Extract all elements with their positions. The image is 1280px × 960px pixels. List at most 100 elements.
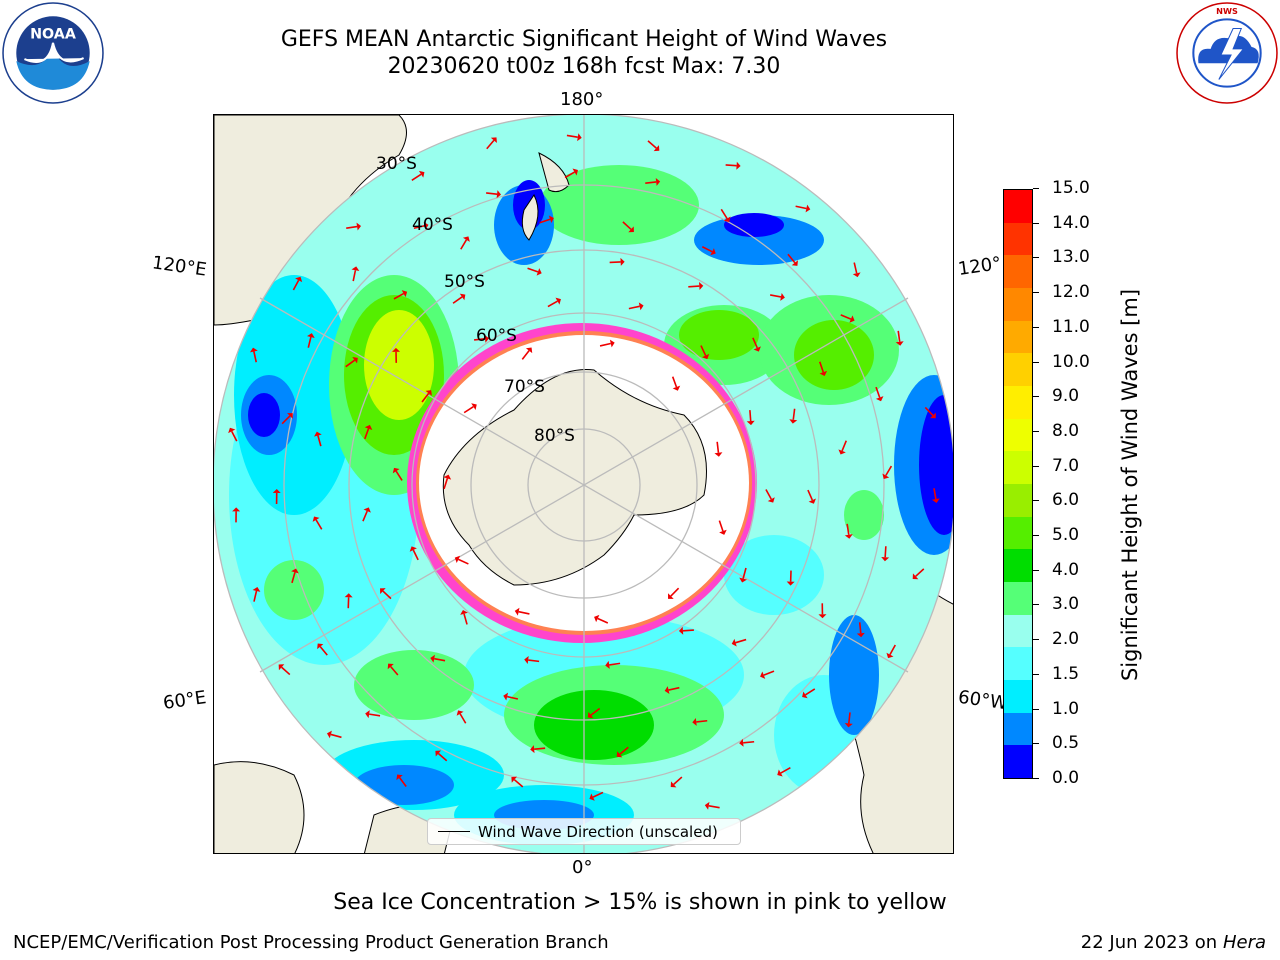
wave-arrow: [915, 568, 925, 577]
wave-arrow-head: [931, 498, 940, 504]
wave-arrow: [590, 707, 601, 716]
wave-arrow-head: [392, 467, 400, 474]
wave-arrow: [369, 713, 381, 717]
colorbar-segment: [1004, 451, 1032, 484]
wave-arrow-head: [460, 609, 468, 615]
wave-arrow: [609, 662, 621, 666]
wave-arrow-head: [594, 614, 600, 623]
wave-arrow-head: [881, 556, 890, 562]
wave-arrow: [364, 428, 370, 440]
wave-arrow-head: [701, 353, 710, 360]
wave-arrow-head: [856, 632, 865, 638]
wave-arrow: [319, 646, 328, 656]
wave-arrow-head: [351, 266, 360, 272]
wave-arrow-head: [692, 717, 697, 726]
wave-arrow-head: [312, 516, 320, 522]
wave-arrow-head: [503, 692, 509, 701]
wave-arrow: [528, 659, 540, 663]
wave-arrow-head: [363, 507, 371, 513]
wave-arrow-head: [786, 581, 795, 586]
wave-arrow: [848, 712, 851, 724]
wave-arrow-head: [459, 293, 466, 301]
wave-arrow-head: [886, 652, 894, 659]
wave-arrow: [231, 430, 238, 442]
wave-arrow: [769, 294, 782, 298]
wave-arrow-head: [295, 276, 303, 283]
wave-arrow-head: [620, 257, 625, 266]
wave-arrow: [443, 478, 449, 490]
wave-arrow: [411, 173, 422, 181]
wave-arrow: [253, 590, 258, 602]
colorbar-segment: [1004, 614, 1032, 648]
colorbar: [1003, 189, 1033, 779]
colorbar-segment: [1004, 712, 1032, 746]
wave-arrow-head: [912, 573, 919, 580]
wave-field: [229, 165, 953, 845]
wave-arrow: [413, 224, 425, 230]
wave-arrow: [884, 546, 887, 558]
wave-arrow: [398, 777, 407, 787]
colorbar-label: Significant Height of Wind Waves [m]: [1118, 288, 1142, 682]
wave-arrow: [765, 489, 772, 500]
wave-arrow-head: [616, 751, 623, 758]
wave-arrow: [700, 345, 707, 356]
wave-arrow-head: [454, 555, 461, 563]
lon-label-0: 0°: [572, 857, 593, 878]
wave-arrow-head: [746, 420, 755, 426]
wave-arrow-head: [791, 260, 798, 266]
wave-arrow-head: [844, 722, 853, 728]
wave-arrow: [805, 688, 816, 696]
wave-arrow-head: [723, 216, 731, 223]
wave-arrow-head: [704, 801, 710, 810]
wave-arrow: [564, 171, 575, 179]
colorbar-tick-label: 1.0: [1032, 699, 1079, 719]
wave-arrow: [521, 350, 530, 360]
wave-arrow-head: [655, 177, 661, 186]
wave-arrow: [253, 351, 258, 363]
wave-arrow: [645, 181, 657, 184]
wave-arrow: [460, 239, 468, 250]
wave-arrow: [897, 330, 901, 342]
wave-arrow-head: [291, 568, 299, 574]
wave-arrow-head: [767, 497, 775, 503]
wave-arrow-head: [678, 626, 684, 635]
wave-arrow: [671, 376, 678, 388]
wave-arrow-head: [672, 385, 681, 391]
wave-arrow-head: [365, 710, 370, 719]
wave-arrow: [682, 629, 694, 632]
wave-arrow: [292, 279, 300, 291]
colorbar-segment: [1004, 287, 1032, 321]
chart-title: GEFS MEAN Antarctic Significant Height o…: [280, 27, 888, 52]
wave-arrow-head: [524, 656, 529, 665]
wave-arrow-head: [317, 643, 324, 650]
wave-arrow: [622, 221, 632, 230]
wave-arrow: [437, 752, 448, 762]
colorbar-tick-label: 7.0: [1032, 456, 1079, 476]
wave-arrow-head: [435, 750, 442, 757]
wave-arrow: [875, 386, 881, 398]
wave-arrow: [858, 622, 862, 634]
wave-arrow-head: [287, 413, 293, 419]
wave-arrow: [592, 791, 604, 798]
legend-line-swatch: [438, 831, 470, 832]
wave-arrow: [780, 766, 791, 774]
wave-arrow: [846, 523, 850, 535]
wave-arrow-head: [228, 427, 236, 434]
wave-arrow-head: [462, 236, 470, 242]
wave-arrow: [539, 218, 551, 224]
wave-arrow-head: [387, 663, 394, 670]
wave-arrow: [609, 261, 621, 264]
wave-arrow: [390, 666, 399, 676]
colorbar-tick-label: 14.0: [1033, 213, 1090, 233]
colorbar-segment: [1004, 385, 1032, 419]
footer-branch: NCEP/EMC/Verification Post Processing Pr…: [13, 932, 609, 953]
wave-arrow: [673, 776, 683, 785]
wave-arrow-head: [852, 272, 861, 278]
wave-arrow-head: [272, 488, 281, 494]
wave-arrow-head: [638, 302, 644, 311]
wave-arrow: [547, 300, 558, 308]
colorbar-segment: [1004, 516, 1032, 550]
wave-arrow-head: [514, 607, 520, 616]
lon-label-120e: 120°E: [150, 252, 208, 281]
wave-arrow-head: [777, 769, 783, 777]
